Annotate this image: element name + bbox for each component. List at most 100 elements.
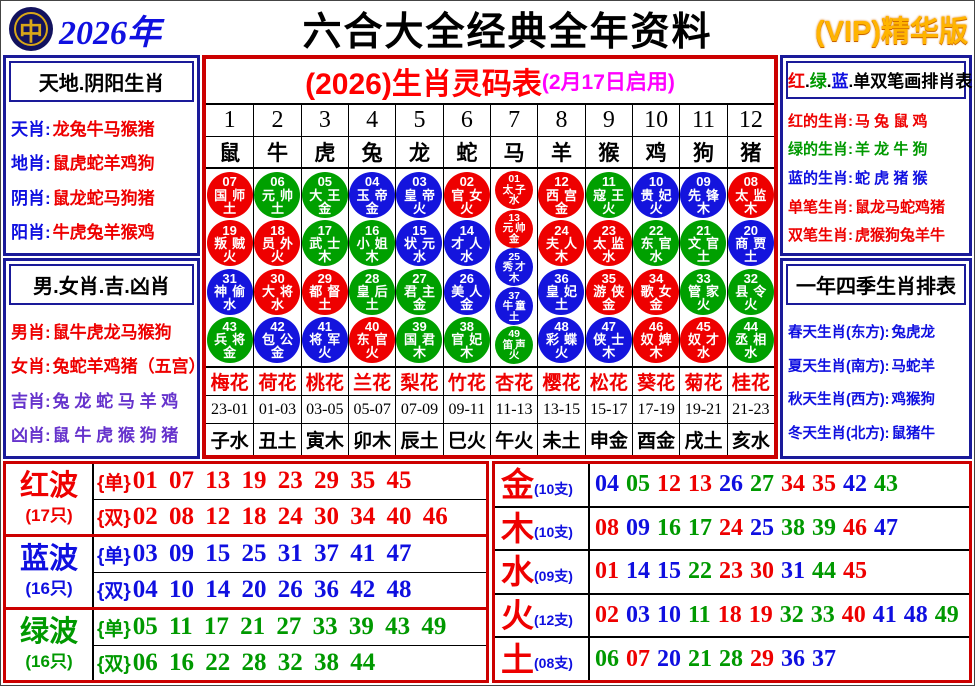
category-value: 牛虎兔羊猴鸡 (52, 223, 155, 243)
wave-label: 蓝波 (16只) (6, 537, 94, 607)
four-seasons-section: 一年四季生肖排表 春天生肖(东方): 兔虎龙 夏天生肖(南方): 马蛇羊 秋天生肖(西方… (780, 258, 972, 459)
ball-number: 36 (554, 270, 569, 286)
number: 19 (748, 602, 773, 629)
flower-cell: 杏花 (489, 368, 537, 395)
time-cell: 07-09 (395, 396, 442, 423)
lottery-ball: 39 国君木 (396, 316, 443, 363)
lottery-ball: 06 元帅土 (254, 172, 301, 219)
time-cell: 19-21 (679, 396, 726, 423)
ball-element: 金 (412, 297, 426, 313)
ball-title: 皇后 (356, 283, 393, 299)
number: 16 (657, 514, 681, 541)
ball-number: 28 (364, 270, 380, 286)
zodiac-cell: 兔 (347, 137, 395, 167)
zodiac-cell: 狗 (679, 137, 726, 167)
ball-number: 21 (696, 222, 711, 238)
ball-element: 水 (223, 297, 237, 313)
logo-box: 中 2026年 (3, 5, 200, 54)
lottery-ball: 43 兵将金 (206, 316, 253, 363)
lottery-ball: 25 秀才木 (495, 248, 534, 287)
category-row: 红的生肖: 马 兔 鼠 鸡 (788, 110, 964, 131)
number: 23 (719, 558, 743, 585)
ball-element: 木 (318, 249, 332, 264)
number: 12 (657, 471, 681, 498)
ball-title: 彩蝶 (545, 332, 582, 348)
lottery-ball: 12 西宫金 (538, 172, 585, 219)
category-value: 鼠龙蛇马狗猪 (52, 188, 155, 208)
lottery-ball-grid: 07 国师土 19 叛贼火 31 神偷水 43 兵将金 06 元帅土 18 员外火 30 大将水 42 包公金… (206, 169, 774, 366)
vip-badge: (VIP)精华版 (814, 16, 968, 48)
ball-number: 26 (459, 270, 475, 286)
number: 47 (874, 514, 898, 541)
number: 01 (595, 558, 619, 585)
ball-column: 10 贵妃火 22 东官水 34 歌女金 46 奴婢木 (631, 169, 680, 366)
wave-count: (16只) (25, 579, 73, 598)
category-value: 鸡猴狗 (891, 392, 936, 409)
element-label: 火 (12支) (495, 594, 590, 637)
zodiac-cell: 虎 (300, 137, 348, 167)
wave-count: (16只) (25, 652, 73, 671)
ball-title: 大将 (261, 283, 298, 299)
wave-table: 红波 (17只) {单} 01 07 13 19 23 29 35 45 {双} 02 0… (3, 461, 489, 683)
lottery-ball: 07 国师土 (206, 172, 253, 219)
number: 05 (626, 471, 650, 498)
lottery-ball: 49 笛声火 (495, 326, 534, 365)
table-title-sub: (2月17日启用) (541, 71, 675, 94)
bottom-area: 红波 (17只) {单} 01 07 13 19 23 29 35 45 {双} 02 0… (3, 461, 972, 683)
ball-column: 12 西宫金 24 夫人木 36 皇妃土 48 彩蝶火 (537, 169, 585, 366)
ball-title: 侠士 (593, 332, 630, 348)
category-label: 红的生肖: (788, 112, 853, 130)
ball-element: 木 (508, 271, 520, 284)
ball-number: 19 (222, 222, 237, 238)
number: 14 (626, 558, 650, 585)
month-number-cell: 3 (300, 105, 348, 136)
branch-cell: 午火 (489, 424, 537, 455)
ball-element: 水 (744, 345, 758, 361)
wave-name: 蓝波 (19, 543, 78, 575)
category-rows: 春天生肖(东方): 兔虎龙 夏天生肖(南方): 马蛇羊 秋天生肖(西方): 鸡猴狗 冬天生肖… (783, 308, 969, 456)
ball-number: 17 (317, 222, 333, 238)
ball-number: 24 (554, 222, 569, 238)
wave-label: 绿波 (16只) (6, 610, 94, 680)
category-label: 春天生肖(东方): (788, 324, 890, 341)
time-cell: 15-17 (584, 396, 632, 423)
ball-title: 员外 (261, 235, 298, 251)
category-label: 吉肖: (11, 391, 51, 411)
ball-element: 水 (649, 249, 663, 264)
element-row: 金 (10支) 04 05 12 13 26 27 34 35 42 43 (495, 464, 969, 506)
category-label: 双笔生肖: (788, 227, 853, 245)
flower-cell: 竹花 (442, 368, 490, 395)
category-value: 兔 龙 蛇 马 羊 鸡 (52, 391, 179, 411)
ball-element: 木 (649, 345, 663, 361)
ball-element: 火 (508, 349, 520, 362)
number: 13 (688, 471, 712, 498)
title-part: 绿 (809, 72, 827, 91)
month-number-cell: 8 (537, 105, 584, 136)
ball-title: 商贾 (735, 235, 772, 251)
ball-title: 元帅 (502, 222, 528, 235)
ball-title: 文官 (687, 235, 724, 251)
branch-cell: 巳火 (442, 424, 490, 455)
ball-title: 包公 (261, 332, 298, 348)
time-cell: 23-01 (211, 400, 249, 418)
wave-label: 红波 (17只) (6, 464, 94, 534)
flower-cell: 荷花 (253, 368, 300, 395)
ball-element: 金 (460, 297, 474, 313)
branch-cell: 酉金 (631, 424, 679, 455)
element-numbers: 08 09 16 17 24 25 38 39 46 47 (590, 508, 969, 550)
ball-title: 国师 (214, 187, 251, 203)
number: 32 (779, 602, 804, 629)
ball-element: 火 (318, 345, 332, 361)
zodiac-cell: 鼠 (219, 142, 241, 165)
element-label: 水 (09支) (495, 551, 590, 593)
title-part: 蓝 (831, 72, 849, 91)
ball-number: 45 (696, 318, 711, 334)
flower-cell: 梨花 (395, 368, 442, 395)
category-rows: 红的生肖: 马 兔 鼠 鸡绿的生肖: 羊 龙 牛 狗蓝的生肖: 蛇 虎 猪 猴单笔生肖… (783, 102, 969, 253)
ball-title: 秀才 (502, 261, 528, 274)
number: 26 (719, 471, 743, 498)
wave-numbers: 06 16 22 28 32 38 44 (132, 648, 376, 676)
number: 41 (872, 602, 897, 629)
ball-element: 火 (554, 345, 568, 361)
